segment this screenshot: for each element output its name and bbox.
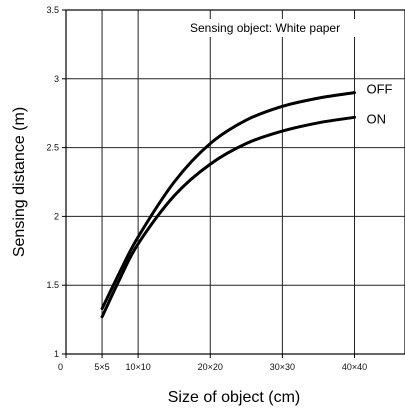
x-tick-label: 5×5 <box>94 362 109 372</box>
y-tick-label: 1 <box>54 349 59 359</box>
series-label-on: ON <box>367 111 387 126</box>
series-line-off <box>100 91 356 311</box>
x-tick-label: 10×10 <box>125 362 150 372</box>
series-label-off: OFF <box>367 82 393 97</box>
x-tick-label: 40×40 <box>342 362 367 372</box>
x-tick-labels: 0 5×5 10×10 20×20 30×30 40×40 <box>58 354 367 372</box>
series-labels: OFF ON <box>367 82 393 127</box>
y-tick-label: 2.5 <box>46 143 59 153</box>
y-axis-title: Sensing distance (m) <box>11 107 28 257</box>
y-tick-label: 2 <box>54 211 59 221</box>
x-axis-title: Size of object (cm) <box>168 389 300 406</box>
grid-lines <box>66 10 405 354</box>
plot-frame <box>65 9 405 355</box>
y-tick-label: 3 <box>54 74 59 84</box>
y-tick-label: 3.5 <box>46 5 59 15</box>
x-tick-label: 20×20 <box>198 362 223 372</box>
series-line-on <box>100 115 356 319</box>
series-lines <box>100 91 356 319</box>
annotation-background <box>183 19 395 37</box>
chart-annotation: Sensing object: White paper <box>190 21 340 35</box>
x-tick-label: 30×30 <box>270 362 295 372</box>
x-tick-label: 0 <box>58 362 63 372</box>
y-tick-label: 1.5 <box>46 280 59 290</box>
y-tick-labels: 1 1.5 2 2.5 3 3.5 <box>46 5 66 359</box>
